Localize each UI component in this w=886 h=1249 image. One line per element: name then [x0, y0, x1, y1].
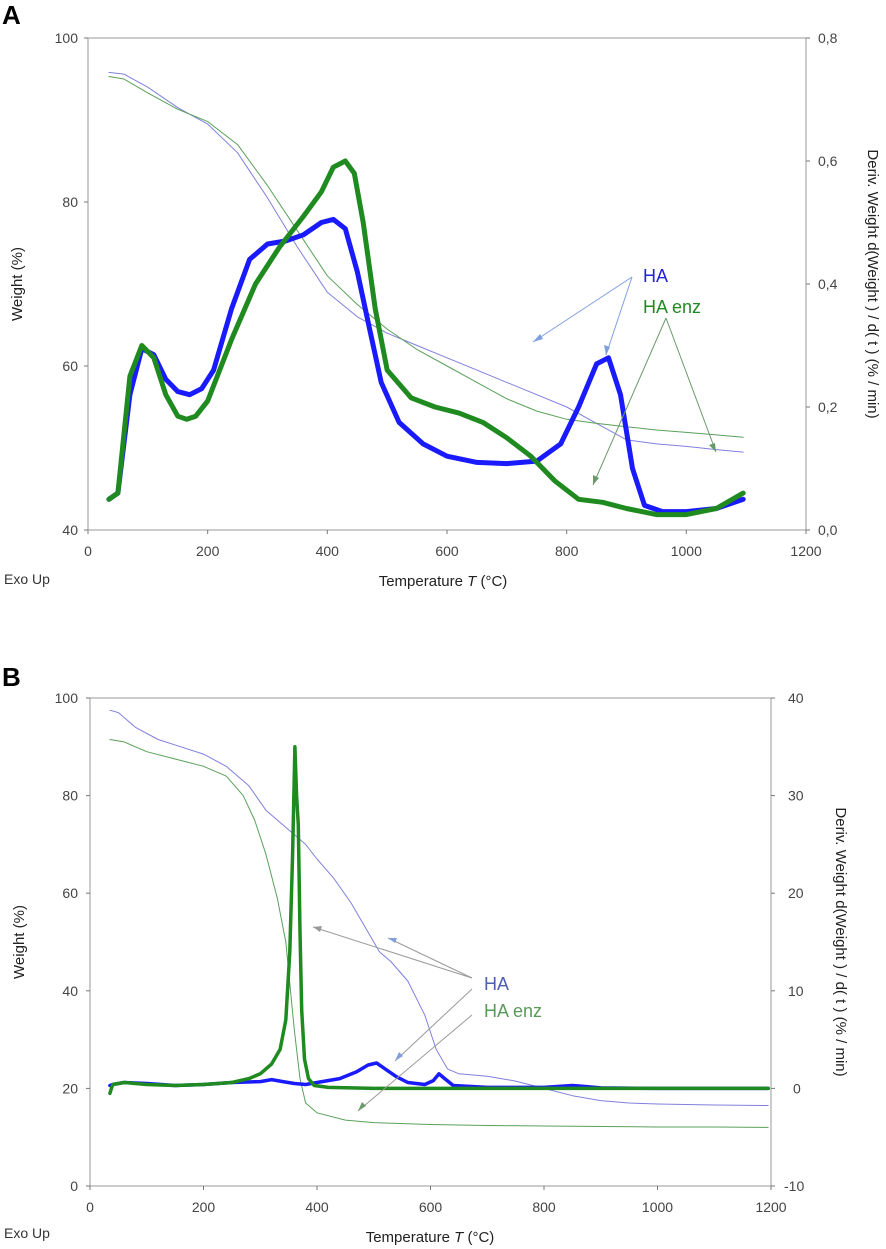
y2-axis-title: Deriv. Weight d(Weight ) / d( t ) (% / m…	[864, 149, 881, 418]
x-tick-label: 400	[305, 1199, 329, 1215]
y-tick-label: 100	[55, 30, 79, 46]
y-tick-label: 60	[62, 885, 78, 901]
exo-up-label: Exo Up	[4, 571, 50, 587]
y2-tick-label: 0,0	[818, 522, 838, 538]
y-tick-label: 0	[70, 1178, 78, 1194]
ha-enz-weight-line	[109, 739, 769, 1128]
annotation-ha: HA	[643, 266, 668, 286]
panel-a-letter: A	[2, 0, 21, 30]
x-axis-title: Temperature T (°C)	[366, 1229, 495, 1246]
y-tick-label: 40	[62, 983, 78, 999]
x-tick-label: 1000	[671, 543, 702, 559]
y-tick-label: 80	[62, 194, 78, 210]
exo-up-label: Exo Up	[4, 1225, 50, 1241]
y2-tick-label: 0,4	[818, 276, 838, 292]
y2-tick-label: -10	[784, 1178, 804, 1194]
panel-b: B 100 80 60 40 20 0 40 30 20 10 0 -10 0 …	[2, 662, 849, 1246]
y-tick-label: 40	[62, 522, 78, 538]
x-tick-label: 800	[532, 1199, 556, 1215]
x-axis-title: Temperature T (°C)	[379, 573, 508, 590]
x-tick-label: 0	[86, 1199, 94, 1215]
x-tick-label: 1200	[755, 1199, 786, 1215]
x-tick-label: 0	[84, 543, 92, 559]
annotation-ha-enz: HA enz	[643, 297, 701, 317]
panel-b-grid-ticks	[86, 697, 775, 1190]
y2-axis-title: Deriv. Weight d(Weight ) / d( t ) (% / m…	[832, 807, 849, 1076]
annotation-ha-enz: HA enz	[484, 1001, 542, 1021]
ha-enz-deriv-line	[106, 158, 746, 518]
panel-a-annotation-arrows	[532, 276, 717, 486]
ha-enz-weight-line	[108, 76, 744, 438]
y-tick-label: 100	[55, 690, 79, 706]
panel-a: A 100 80 60 40 0,8 0,6 0,4 0,2 0,0 0 200…	[2, 0, 881, 590]
x-tick-label: 200	[196, 543, 220, 559]
y2-tick-label: 0,2	[818, 399, 838, 415]
y2-tick-label: 10	[788, 983, 804, 999]
y-axis-title: Weight (%)	[11, 905, 28, 979]
x-tick-label: 800	[555, 543, 579, 559]
y2-tick-label: 0,8	[818, 30, 838, 46]
panel-a-series	[106, 71, 746, 518]
x-tick-label: 400	[316, 543, 340, 559]
ha-enz-deriv-line	[108, 745, 770, 1096]
x-tick-label: 1000	[642, 1199, 673, 1215]
panel-b-letter: B	[2, 662, 21, 692]
y2-tick-label: 0	[793, 1080, 801, 1096]
x-tick-label: 200	[192, 1199, 216, 1215]
y2-tick-label: 0,6	[818, 153, 838, 169]
y2-tick-label: 30	[788, 788, 804, 804]
y2-tick-label: 40	[788, 690, 804, 706]
panel-b-plot-frame	[89, 697, 772, 1187]
y-axis-title: Weight (%)	[9, 247, 26, 321]
y-tick-label: 80	[62, 788, 78, 804]
panel-b-series	[108, 709, 770, 1128]
panel-b-annotation-arrows	[312, 926, 473, 1112]
ha-weight-line	[109, 709, 769, 1106]
ha-weight-line	[108, 71, 744, 453]
y-tick-label: 60	[62, 358, 78, 374]
annotation-ha: HA	[484, 974, 509, 994]
panel-a-grid-ticks	[84, 37, 810, 534]
ha-deriv-line	[106, 216, 746, 515]
x-tick-label: 1200	[790, 543, 821, 559]
y2-tick-label: 20	[788, 885, 804, 901]
x-tick-label: 600	[435, 543, 459, 559]
y-tick-label: 20	[62, 1080, 78, 1096]
x-tick-label: 600	[419, 1199, 443, 1215]
